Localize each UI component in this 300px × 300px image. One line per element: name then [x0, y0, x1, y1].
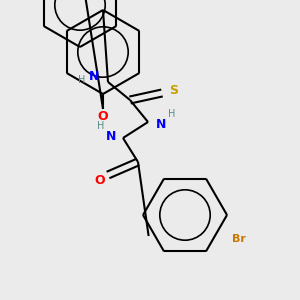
Text: Br: Br [232, 234, 246, 244]
Text: N: N [156, 118, 166, 130]
Text: H: H [168, 109, 176, 119]
Text: O: O [98, 110, 108, 124]
Text: N: N [89, 70, 99, 83]
Text: O: O [95, 173, 105, 187]
Text: H: H [97, 121, 105, 131]
Text: H: H [78, 75, 86, 85]
Text: S: S [169, 83, 178, 97]
Text: N: N [106, 130, 116, 142]
